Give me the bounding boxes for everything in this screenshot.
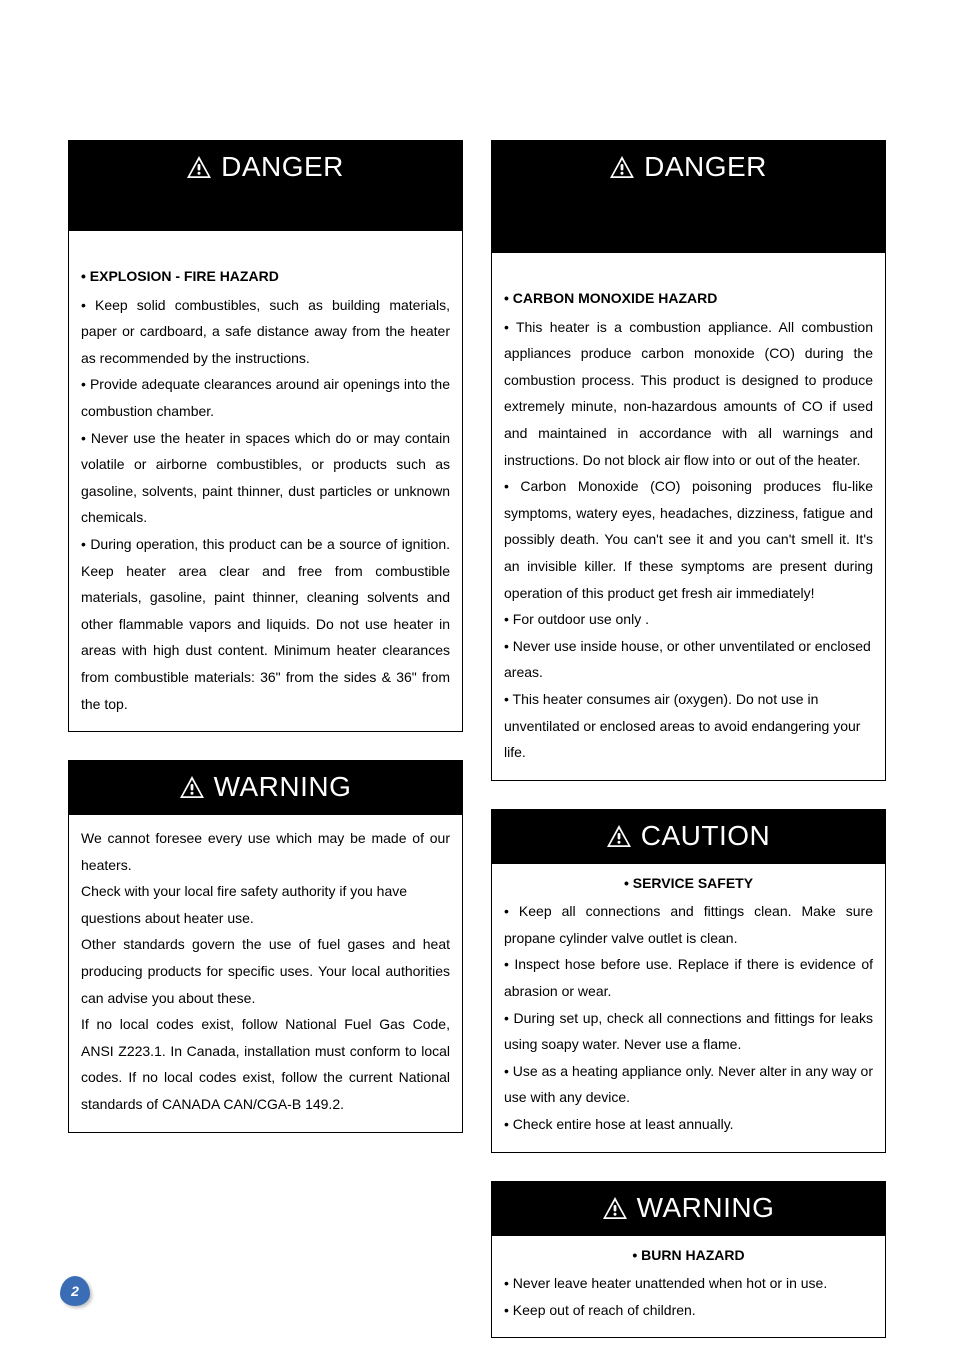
warning-triangle-icon <box>603 1197 627 1219</box>
service-heading: • SERVICE SAFETY <box>504 870 873 897</box>
paragraph: We cannot foresee every use which may be… <box>81 825 450 878</box>
paragraph: • Never leave heater unattended when hot… <box>504 1270 873 1297</box>
content-columns: DANGER • EXPLOSION - FIRE HAZARD • Keep … <box>68 140 886 1338</box>
paragraph: • This heater consumes air (oxygen). Do … <box>504 686 873 766</box>
paragraph: • Use as a heating appliance only. Never… <box>504 1058 873 1111</box>
page-number: 2 <box>71 1283 79 1299</box>
danger-co-card: DANGER • CARBON MONOXIDE HAZARD • This h… <box>491 140 886 781</box>
warning-burn-body: • BURN HAZARD • Never leave heater unatt… <box>492 1236 885 1338</box>
paragraph: • Never use inside house, or other unven… <box>504 633 873 686</box>
warning-triangle-icon <box>607 825 631 847</box>
danger-header: DANGER <box>492 141 885 253</box>
warning-triangle-icon <box>180 776 204 798</box>
paragraph: • Provide adequate clearances around air… <box>81 371 450 424</box>
warning-title: WARNING <box>214 771 352 803</box>
paragraph: • Keep solid combustibles, such as build… <box>81 292 450 372</box>
warning-header: WARNING <box>69 761 462 815</box>
explosion-heading: • EXPLOSION - FIRE HAZARD <box>81 263 450 290</box>
left-column: DANGER • EXPLOSION - FIRE HAZARD • Keep … <box>68 140 463 1338</box>
warning-title: WARNING <box>637 1192 775 1224</box>
right-column: DANGER • CARBON MONOXIDE HAZARD • This h… <box>491 140 886 1338</box>
page-number-badge: 2 <box>60 1276 90 1306</box>
warning-triangle-icon <box>187 156 211 178</box>
danger-co-body: • CARBON MONOXIDE HAZARD • This heater i… <box>492 253 885 780</box>
paragraph: • Inspect hose before use. Replace if th… <box>504 951 873 1004</box>
paragraph: • For outdoor use only . <box>504 606 873 633</box>
warning-codes-card: WARNING We cannot foresee every use whic… <box>68 760 463 1133</box>
caution-service-card: CAUTION • SERVICE SAFETY • Keep all conn… <box>491 809 886 1153</box>
paragraph: • Keep out of reach of children. <box>504 1297 873 1324</box>
paragraph: If no local codes exist, follow National… <box>81 1011 450 1117</box>
paragraph: • Keep all connections and fittings clea… <box>504 898 873 951</box>
paragraph: • Check entire hose at least annually. <box>504 1111 873 1138</box>
danger-explosion-card: DANGER • EXPLOSION - FIRE HAZARD • Keep … <box>68 140 463 732</box>
paragraph: Check with your local fire safety author… <box>81 878 450 931</box>
danger-body: • EXPLOSION - FIRE HAZARD • Keep solid c… <box>69 231 462 731</box>
paragraph: • During set up, check all connections a… <box>504 1005 873 1058</box>
caution-title: CAUTION <box>641 820 771 852</box>
paragraph: • This heater is a combustion appliance.… <box>504 314 873 474</box>
danger-header: DANGER <box>69 141 462 231</box>
paragraph: • Carbon Monoxide (CO) poisoning produce… <box>504 473 873 606</box>
warning-body: We cannot foresee every use which may be… <box>69 815 462 1132</box>
danger-title: DANGER <box>644 151 767 183</box>
caution-body: • SERVICE SAFETY • Keep all connections … <box>492 864 885 1152</box>
warning-triangle-icon <box>610 156 634 178</box>
burn-heading: • BURN HAZARD <box>504 1242 873 1269</box>
caution-header: CAUTION <box>492 810 885 864</box>
danger-title: DANGER <box>221 151 344 183</box>
paragraph: • During operation, this product can be … <box>81 531 450 717</box>
warning-burn-card: WARNING • BURN HAZARD • Never leave heat… <box>491 1181 886 1339</box>
paragraph: • Never use the heater in spaces which d… <box>81 425 450 531</box>
co-heading: • CARBON MONOXIDE HAZARD <box>504 285 873 312</box>
paragraph: Other standards govern the use of fuel g… <box>81 931 450 1011</box>
warning-header: WARNING <box>492 1182 885 1236</box>
